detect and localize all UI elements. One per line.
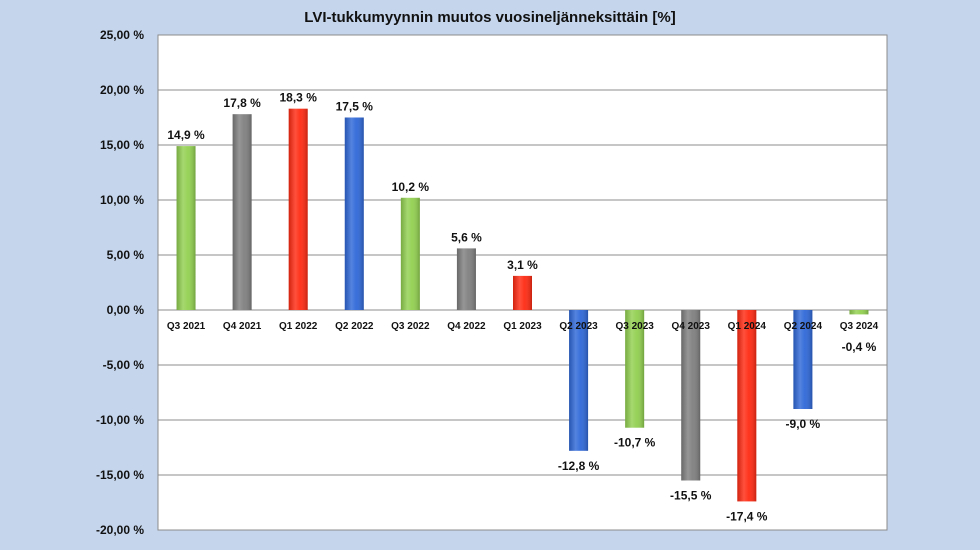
y-tick-label: -20,00 %: [96, 523, 144, 537]
bar-shading: [737, 310, 757, 502]
bar-shading: [849, 310, 869, 315]
bars: [176, 108, 869, 502]
x-tick-label: Q1 2022: [279, 321, 318, 332]
x-tick-label: Q2 2023: [559, 321, 598, 332]
bar-shading: [513, 275, 532, 310]
y-tick-label: 20,00 %: [100, 83, 144, 97]
data-label: -17,4 %: [726, 509, 768, 523]
data-label: 10,2 %: [392, 180, 430, 194]
x-tick-label: Q4 2023: [672, 321, 711, 332]
y-tick-label: -15,00 %: [96, 468, 144, 482]
data-label: -10,7 %: [614, 436, 656, 450]
data-label: -9,0 %: [786, 417, 821, 431]
bar-shading: [400, 197, 420, 310]
bar-shading: [344, 117, 364, 310]
bar-shading: [456, 248, 476, 310]
data-label: 14,9 %: [167, 128, 205, 142]
bar-shading: [793, 310, 813, 409]
bar-shading: [625, 310, 645, 428]
y-axis-ticks: 25,00 % 20,00 % 15,00 % 10,00 % 5,00 % 0,00 %…: [96, 28, 144, 537]
x-tick-label: Q4 2022: [447, 321, 486, 332]
x-tick-label: Q3 2024: [840, 321, 879, 332]
y-tick-label: 5,00 %: [107, 248, 145, 262]
bar-shading: [288, 108, 308, 310]
data-label: 5,6 %: [451, 230, 482, 244]
data-label: 17,8 %: [223, 96, 261, 110]
x-tick-label: Q1 2024: [728, 321, 767, 332]
y-tick-label: 0,00 %: [107, 303, 145, 317]
x-axis-ticks: Q3 2021 Q4 2021 Q1 2022 Q2 2022 Q3 2022 Q4 20…: [167, 321, 879, 332]
data-label: -15,5 %: [670, 489, 712, 503]
x-tick-label: Q1 2023: [503, 321, 542, 332]
data-label: 18,3 %: [280, 91, 318, 105]
y-tick-label: 10,00 %: [100, 193, 144, 207]
x-tick-label: Q3 2023: [615, 321, 654, 332]
bar-shading: [176, 146, 196, 310]
bar-shading: [232, 114, 252, 310]
y-tick-label: 25,00 %: [100, 28, 144, 42]
x-tick-label: Q4 2021: [223, 321, 262, 332]
bar-shading: [681, 310, 701, 481]
data-labels: 14,9 % 17,8 % 18,3 % 17,5 % 10,2 % 5,6 % 3,1 %…: [167, 91, 876, 524]
x-tick-label: Q3 2021: [167, 321, 206, 332]
data-label: -12,8 %: [558, 459, 600, 473]
bar-shading: [569, 310, 589, 451]
x-tick-label: Q2 2024: [784, 321, 823, 332]
data-label: 17,5 %: [336, 100, 374, 114]
data-label: -0,4 %: [842, 340, 877, 354]
y-tick-label: -10,00 %: [96, 413, 144, 427]
y-tick-label: -5,00 %: [103, 358, 145, 372]
x-tick-label: Q3 2022: [391, 321, 430, 332]
x-tick-label: Q2 2022: [335, 321, 374, 332]
y-tick-label: 15,00 %: [100, 138, 144, 152]
data-label: 3,1 %: [507, 258, 538, 272]
chart-title: LVI-tukkumyynnin muutos vuosineljänneksi…: [304, 9, 675, 26]
